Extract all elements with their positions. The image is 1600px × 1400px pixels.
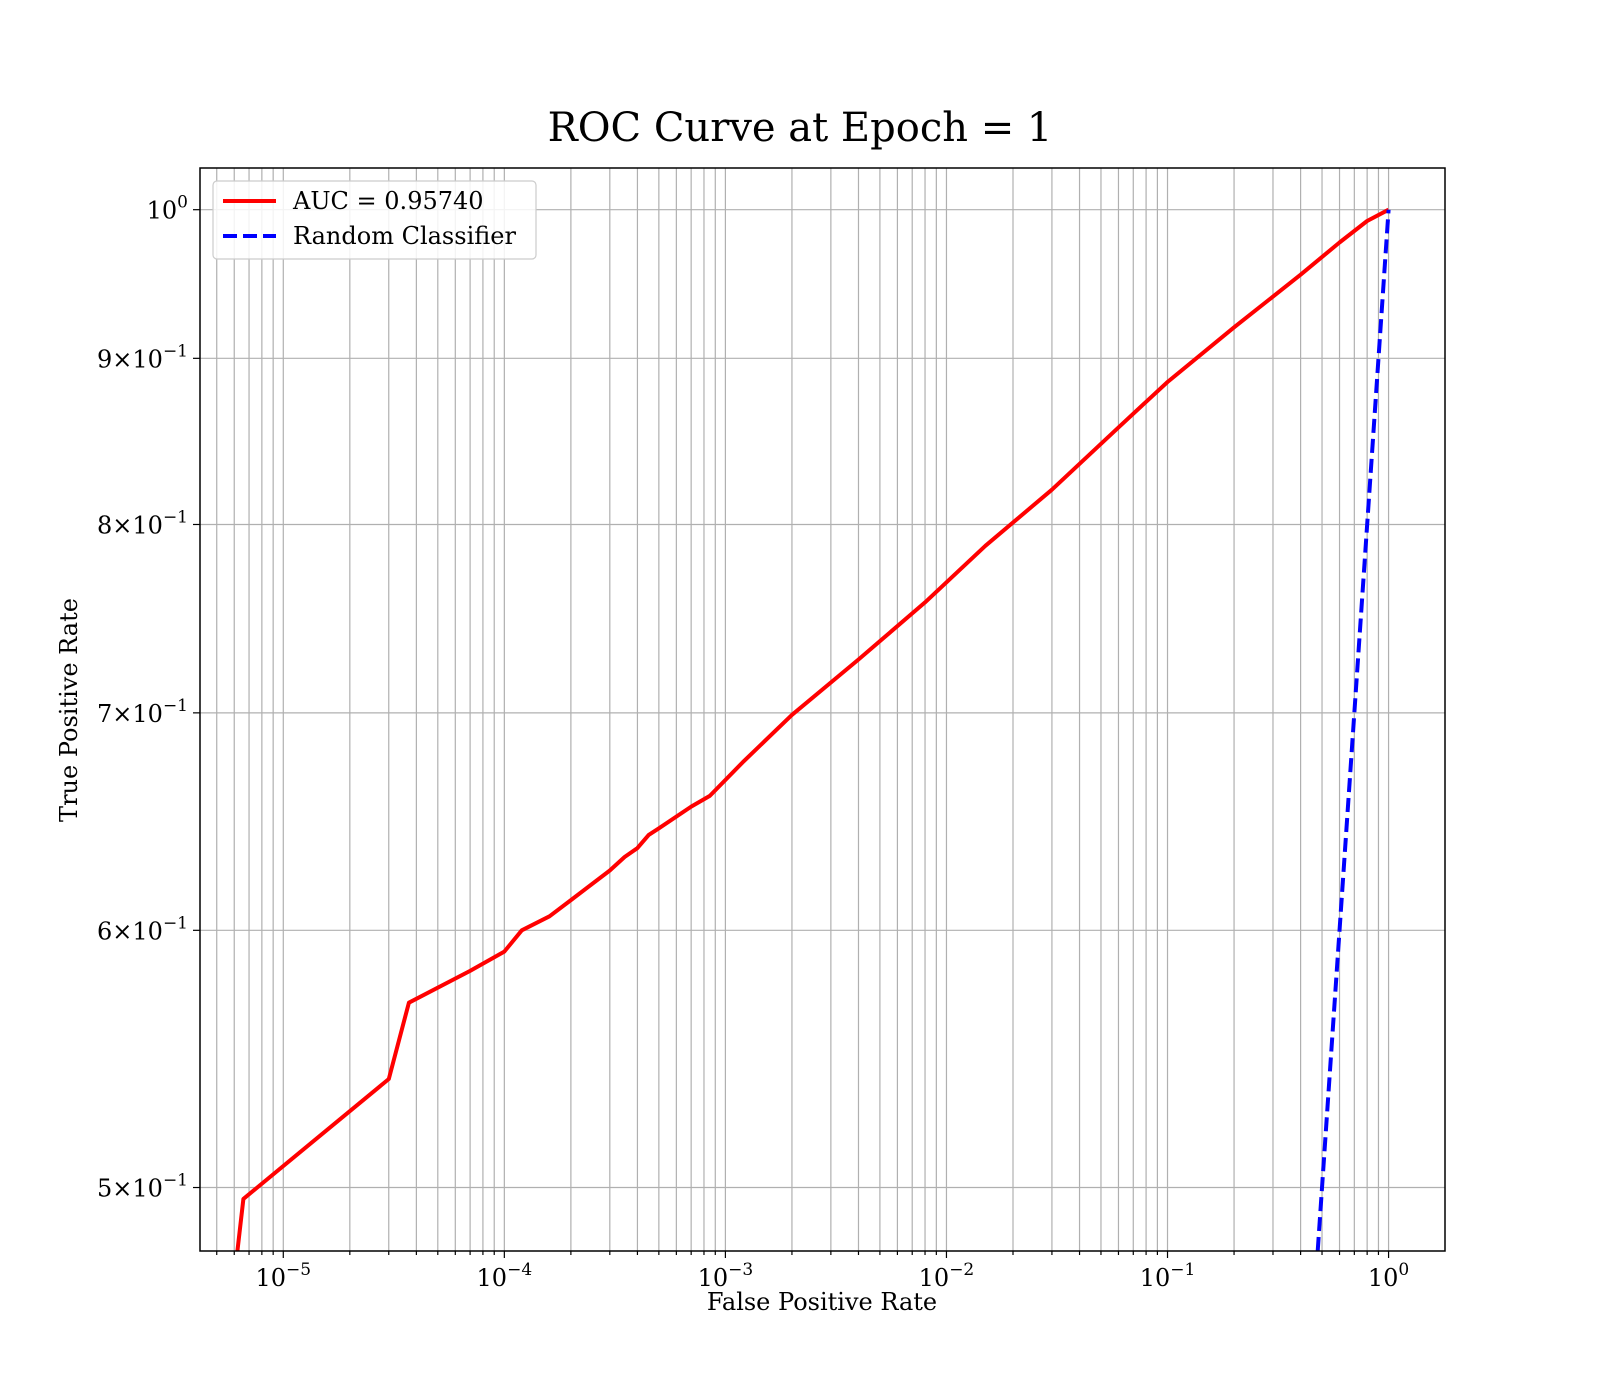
x-tick-exponent: −3	[728, 1260, 753, 1280]
y-tick-exponent: −1	[163, 696, 188, 716]
random-classifier-line	[1315, 209, 1391, 1252]
x-tick-label: 10−3	[698, 1260, 754, 1292]
x-tick-exponent: 0	[1398, 1260, 1409, 1280]
y-tick-exponent: −1	[163, 341, 188, 361]
y-tick-label: 7×10−1	[97, 696, 188, 728]
y-tick-label: 9×10−1	[97, 341, 188, 373]
y-tick-exponent: −1	[163, 1171, 188, 1191]
y-tick-label: 5×10−1	[97, 1171, 188, 1203]
x-tick-label: 10−5	[255, 1260, 311, 1292]
x-tick-label: 10−1	[1140, 1260, 1196, 1292]
x-tick-exponent: −2	[949, 1260, 974, 1280]
y-tick-label: 6×10−1	[97, 913, 188, 945]
y-axis-label: True Positive Rate	[55, 598, 83, 822]
legend: AUC = 0.95740 Random Classifier	[212, 180, 537, 260]
legend-label-auc: AUC = 0.95740	[292, 187, 484, 215]
y-tick-exponent: 0	[177, 193, 188, 213]
axis-ticks: 5×10−1 6×10−1 7×10−1 8×10−1 9×10−1 100 10−5 10−…	[97, 193, 1409, 1292]
y-tick-exponent: −1	[163, 913, 188, 933]
x-axis-label: False Positive Rate	[707, 1288, 937, 1316]
plot-frame	[199, 167, 1446, 1252]
grid-lines	[200, 168, 1445, 1251]
x-tick-exponent: −4	[507, 1260, 532, 1280]
x-tick-exponent: −1	[1170, 1260, 1195, 1280]
series-layer	[235, 207, 1391, 1252]
x-tick-label: 100	[1368, 1260, 1409, 1292]
roc-curve-line	[235, 207, 1390, 1252]
legend-box	[212, 180, 537, 260]
legend-label-random: Random Classifier	[293, 222, 516, 250]
x-tick-label: 10−4	[477, 1260, 533, 1292]
y-tick-label: 8×10−1	[97, 507, 188, 539]
x-tick-exponent: −5	[286, 1260, 311, 1280]
y-tick-label: 100	[147, 193, 188, 225]
y-tick-exponent: −1	[163, 507, 188, 527]
chart-title: ROC Curve at Epoch = 1	[548, 105, 1053, 151]
